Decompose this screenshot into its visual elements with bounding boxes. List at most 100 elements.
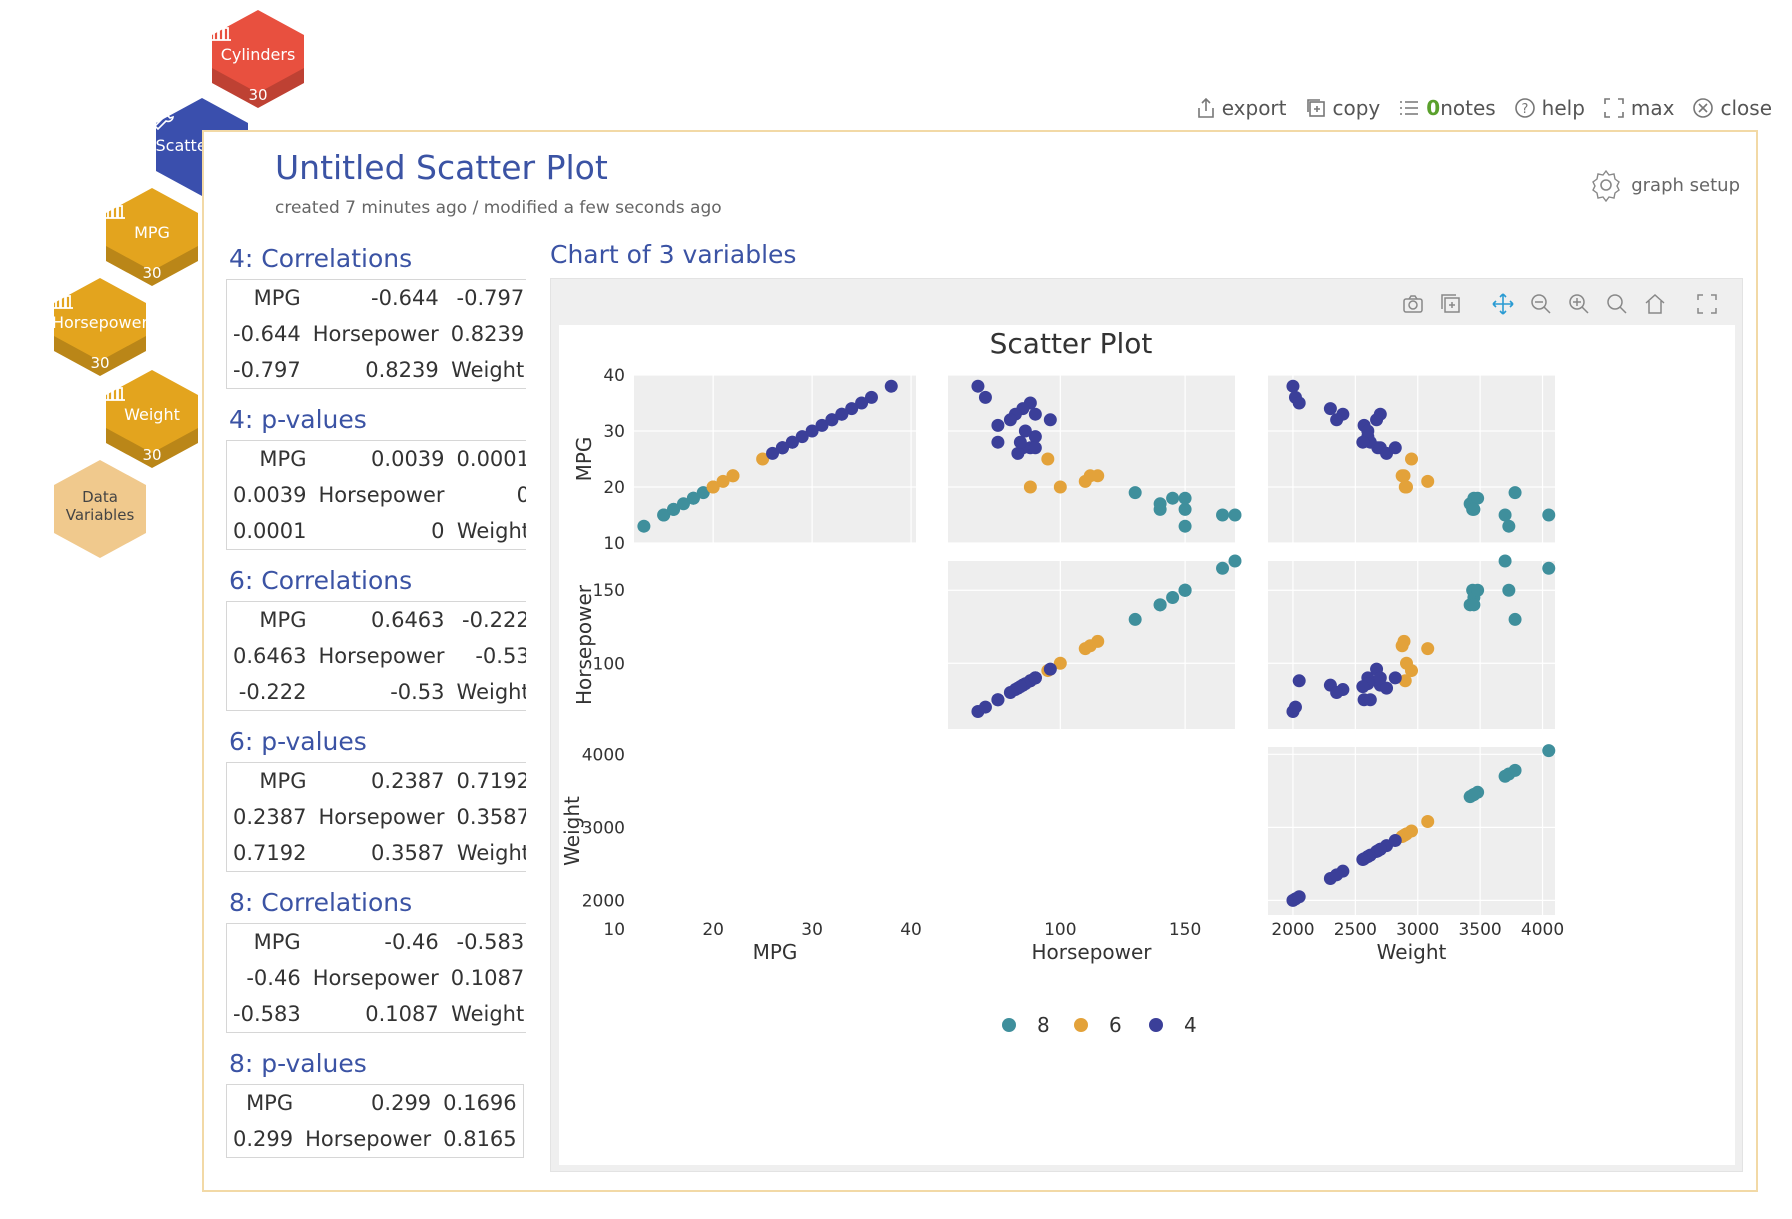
copy-icon[interactable] [1438,291,1464,317]
data-point [1091,469,1105,483]
data-point [1330,868,1344,882]
table-cell: 0.2387 [371,769,445,793]
x-tick-label: 2000 [1271,920,1314,940]
hex-mpg[interactable]: MPG 30 [102,186,202,286]
chart-title: Scatter Plot [990,327,1153,360]
help-button[interactable]: ? help [1514,96,1585,120]
table-row: MPG -0.644 -0.797 [227,280,527,317]
graph-setup-button[interactable]: graph setup [1589,168,1740,202]
autoscale-icon[interactable] [1604,291,1630,317]
table-cell: 0.0001 [233,519,307,543]
max-button[interactable]: max [1603,96,1674,120]
data-point [1471,491,1485,505]
data-point [637,519,651,533]
data-point [1542,561,1556,575]
table-row: MPG 0.6463 -0.222 [227,602,526,639]
y-tick-label: 2000 [582,891,625,911]
close-button[interactable]: close [1692,96,1772,120]
table-cell: Weight [456,519,526,543]
y-tick-label: 30 [603,422,625,442]
table-cell: -0.644 [371,286,439,310]
x-tick-label: 100 [1044,920,1076,940]
fullscreen-icon[interactable] [1694,291,1720,317]
home-icon[interactable] [1642,291,1668,317]
camera-icon[interactable] [1400,291,1426,317]
table-cell: 0.0039 [233,483,307,507]
copy-button[interactable]: copy [1305,96,1380,120]
legend-marker[interactable] [1149,1018,1163,1032]
table-cell: 0.3587 [371,841,445,865]
data-point [1292,396,1306,410]
notes-button[interactable]: 0notes [1398,96,1496,120]
table-cell: 0.8239 [365,358,439,382]
y-tick-label: 4000 [582,745,625,765]
pan-icon[interactable] [1490,291,1516,317]
table-cell: MPG [259,769,307,793]
table-cell: 0.1696 [443,1091,517,1115]
data-point [1053,656,1067,670]
legend-marker[interactable] [1002,1018,1016,1032]
chart-toolbar [1400,291,1720,317]
y-axis-label: Horsepower [572,584,596,705]
table-cell: MPG [246,1091,294,1115]
legend-label: 8 [1037,1013,1050,1037]
table-cell: -0.222 [462,608,526,632]
x-tick-label: 10 [603,920,625,940]
data-point [1043,662,1057,676]
data-point [667,502,681,516]
hex-count: 30 [248,86,268,104]
data-point [1421,815,1435,829]
data-point [1388,833,1402,847]
table-cell: 0.1087 [450,966,525,990]
table-cell: Weight [451,358,525,382]
data-point [1330,685,1344,699]
zoom-in-icon[interactable] [1566,291,1592,317]
legend-marker[interactable] [1074,1018,1088,1032]
x-tick-label: 20 [702,920,724,940]
table-cell: Horsepower [305,1127,432,1151]
legend-label: 4 [1184,1013,1197,1037]
table-row: MPG -0.46 -0.583 [227,924,527,961]
graph-setup-label: graph setup [1631,174,1740,196]
close-icon [1693,98,1714,118]
copy-icon [1306,99,1325,117]
table-cell: Weight [451,1002,525,1026]
data-point [1373,671,1387,685]
data-point [726,469,740,483]
data-point [1128,612,1142,626]
table-cell: Weight [456,680,526,704]
data-point [1028,441,1042,455]
table-row: 0.0001 0 Weight [227,513,526,550]
hex-data[interactable]: Data Variables [50,458,150,558]
data-point [1216,508,1230,522]
table-cell: -0.53 [475,644,526,668]
data-point [991,435,1005,449]
stat-matrix-table: MPG 0.0039 0.0001 0.0039 Horsepower 0 0.0001 0 W… [226,440,526,550]
table-cell: 0.299 [371,1091,432,1115]
page-title[interactable]: Untitled Scatter Plot [275,148,608,187]
table-cell: 0 [516,483,526,507]
stat-matrix-table: MPG 0.299 0.1696 0.299 Horsepower 0.8165 [226,1084,524,1158]
zoom-out-icon[interactable] [1528,291,1554,317]
data-point [1043,413,1057,427]
hex-horsepower[interactable]: Horsepower 30 [50,276,150,376]
table-row: -0.644 Horsepower 0.8239 [227,316,527,352]
chart-frame: Scatter Plot 10 20 30 40 MPG 100 150 Horsepower 2… [550,278,1743,1172]
data-point [1398,828,1412,842]
data-point [1178,519,1192,533]
table-cell: MPG [253,930,301,954]
export-icon [1197,97,1214,118]
hex-cylinders[interactable]: Cylinders 30 [208,8,308,108]
x-tick-label: 150 [1169,920,1201,940]
table-row: 0.7192 0.3587 Weight [227,835,526,872]
data-point [1397,469,1411,483]
export-button[interactable]: export [1196,96,1287,120]
data-point [1356,680,1370,694]
data-point [1542,744,1556,758]
table-cell: -0.46 [246,966,301,990]
hex-shape [106,370,198,468]
data-point [978,700,992,714]
notes-label: notes [1440,96,1496,120]
x-tick-label: 30 [801,920,823,940]
hex-weight[interactable]: Weight 30 [102,368,202,468]
